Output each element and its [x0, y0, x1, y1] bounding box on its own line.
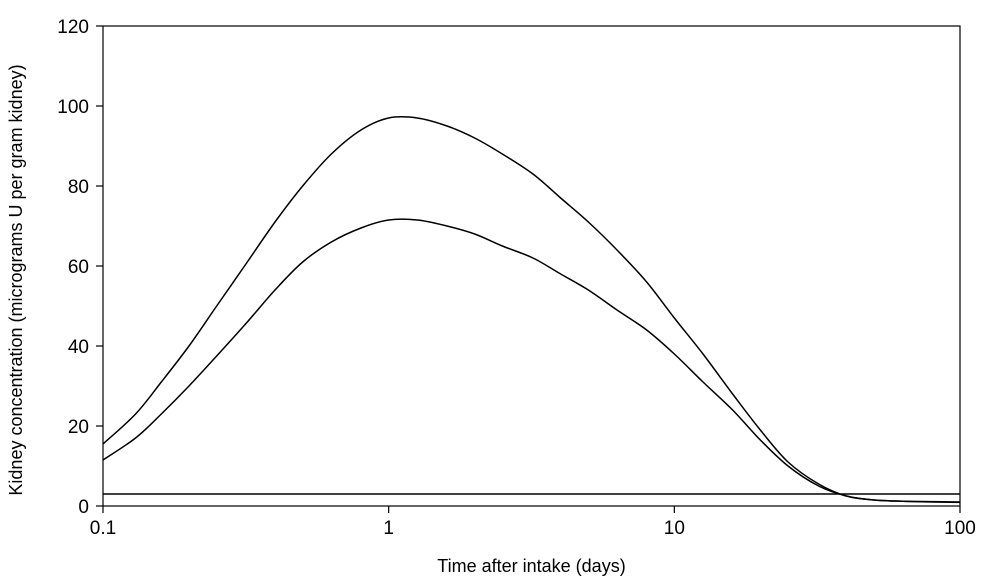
- y-tick-label: 20: [68, 417, 89, 438]
- y-tick-label: 100: [57, 97, 89, 118]
- y-tick-label: 60: [68, 257, 89, 278]
- series-line-2: [102, 218, 961, 503]
- x-tick-label: 0.1: [90, 518, 116, 539]
- x-tick-label: 100: [944, 518, 976, 539]
- y-tick-label: 40: [68, 337, 89, 358]
- x-tick-label: 10: [664, 518, 685, 539]
- x-axis-ticks: 0.1 1 10 100: [90, 506, 976, 539]
- y-axis-title: Kidney concentration (micrograms U per g…: [6, 64, 26, 495]
- plot-area-frame: [102, 25, 961, 507]
- series-lines: [102, 116, 961, 504]
- x-tick-label: 1: [383, 518, 394, 539]
- y-axis-ticks: 0 20 40 60 80 100 120: [57, 17, 103, 518]
- x-axis-title: Time after intake (days): [437, 556, 625, 576]
- y-tick-label: 0: [78, 497, 89, 518]
- y-tick-label: 80: [68, 177, 89, 198]
- series-line-1: [102, 116, 961, 504]
- y-tick-label: 120: [57, 17, 89, 38]
